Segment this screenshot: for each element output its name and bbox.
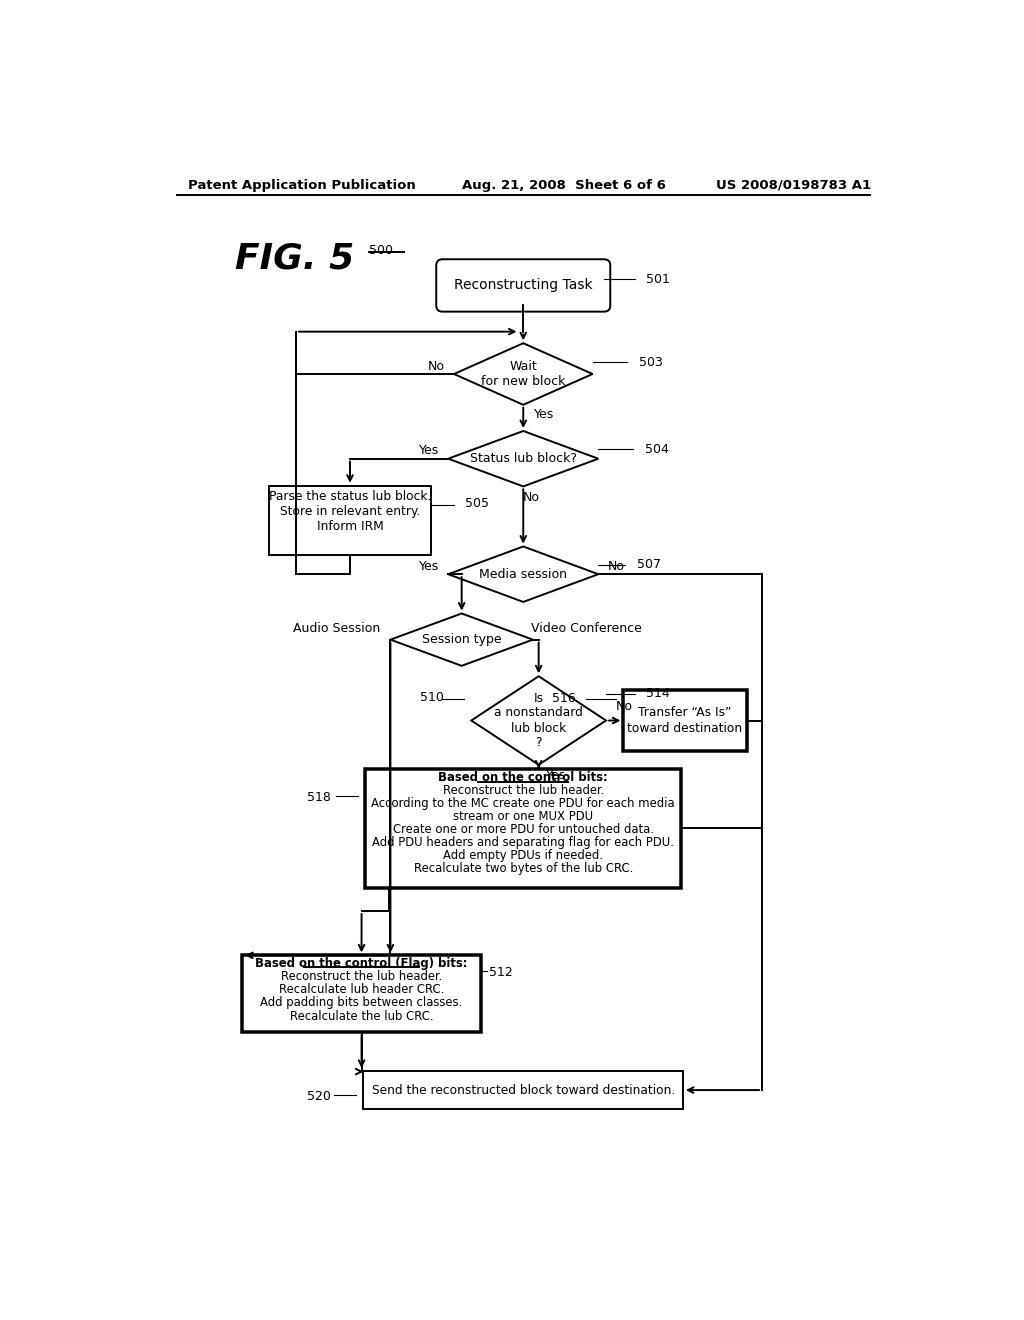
Text: Recalculate lub header CRC.: Recalculate lub header CRC. (279, 983, 444, 997)
Text: Aug. 21, 2008  Sheet 6 of 6: Aug. 21, 2008 Sheet 6 of 6 (462, 178, 666, 191)
Text: Based on the control bits:: Based on the control bits: (438, 771, 608, 784)
Text: Recalculate the lub CRC.: Recalculate the lub CRC. (290, 1010, 433, 1023)
Bar (366, 768, 681, 888)
Text: According to the MC create one PDU for each media: According to the MC create one PDU for e… (372, 797, 675, 810)
Text: Session type: Session type (422, 634, 502, 647)
Text: Status lub block?: Status lub block? (470, 453, 577, 465)
Bar (269, 486, 431, 554)
Text: Reconstructing Task: Reconstructing Task (454, 279, 593, 293)
Text: Wait
for new block: Wait for new block (481, 360, 565, 388)
Text: Media session: Media session (479, 568, 567, 581)
Polygon shape (471, 676, 606, 764)
Text: Based on the control (Flag) bits:: Based on the control (Flag) bits: (255, 957, 468, 970)
Polygon shape (390, 614, 532, 665)
Bar (243, 956, 481, 1032)
Text: Add empty PDUs if needed.: Add empty PDUs if needed. (443, 849, 603, 862)
Text: 518: 518 (307, 791, 331, 804)
Text: Add PDU headers and separating flag for each PDU.: Add PDU headers and separating flag for … (373, 837, 674, 849)
Text: 503: 503 (639, 356, 663, 370)
Text: 516: 516 (552, 693, 575, 705)
Text: Parse the status lub block.
Store in relevant entry.
Inform IRM: Parse the status lub block. Store in rel… (269, 490, 431, 532)
Text: 500: 500 (370, 244, 393, 257)
Text: 504: 504 (644, 444, 669, 455)
Text: US 2008/0198783 A1: US 2008/0198783 A1 (716, 178, 870, 191)
Bar (364, 1071, 683, 1109)
Text: No: No (607, 560, 625, 573)
Text: FIG. 5: FIG. 5 (234, 242, 353, 276)
Text: No: No (522, 491, 540, 504)
Text: Send the reconstructed block toward destination.: Send the reconstructed block toward dest… (372, 1084, 675, 1097)
Polygon shape (449, 430, 598, 487)
Text: Add padding bits between classes.: Add padding bits between classes. (260, 997, 463, 1010)
Text: Yes: Yes (419, 560, 439, 573)
Text: Reconstruct the lub header.: Reconstruct the lub header. (442, 784, 604, 797)
Text: No: No (615, 700, 632, 713)
Text: Is
a nonstandard
lub block
?: Is a nonstandard lub block ? (495, 692, 583, 750)
Text: 505: 505 (465, 496, 488, 510)
Polygon shape (454, 343, 593, 405)
Polygon shape (449, 546, 598, 602)
Text: 512: 512 (488, 966, 512, 979)
Text: Reconstruct the lub header.: Reconstruct the lub header. (281, 970, 442, 983)
Text: 510: 510 (421, 690, 444, 704)
Text: 501: 501 (646, 273, 671, 286)
Text: Yes: Yes (535, 408, 554, 421)
Text: Yes: Yes (419, 445, 439, 458)
Text: 514: 514 (646, 686, 670, 700)
Text: Recalculate two bytes of the lub CRC.: Recalculate two bytes of the lub CRC. (414, 862, 633, 875)
Text: No: No (428, 360, 444, 372)
Text: Patent Application Publication: Patent Application Publication (188, 178, 416, 191)
Text: Transfer “As Is”
toward destination: Transfer “As Is” toward destination (628, 706, 742, 734)
Text: Audio Session: Audio Session (293, 622, 380, 635)
Text: Video Conference: Video Conference (531, 622, 642, 635)
Text: 520: 520 (307, 1090, 331, 1102)
Text: Create one or more PDU for untouched data.: Create one or more PDU for untouched dat… (393, 824, 653, 837)
Bar (624, 689, 746, 751)
Text: stream or one MUX PDU: stream or one MUX PDU (454, 810, 593, 824)
FancyBboxPatch shape (436, 259, 610, 312)
Text: 507: 507 (637, 558, 660, 572)
Text: Yes: Yes (547, 770, 566, 781)
